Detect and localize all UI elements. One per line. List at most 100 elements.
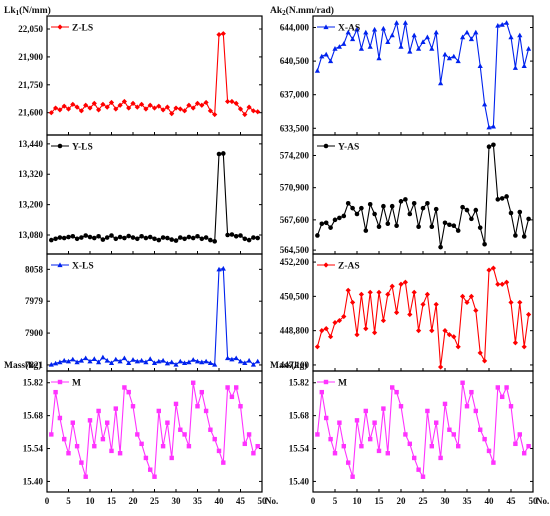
- left-panel-1: 13,080 13,200 13,320 13,440 Y-LS: [18, 134, 263, 255]
- data-point: [164, 104, 170, 110]
- data-point: [83, 233, 88, 238]
- data-point: [381, 203, 386, 209]
- data-point: [57, 235, 63, 240]
- data-point: [438, 80, 444, 86]
- data-point: [221, 460, 226, 465]
- data-point: [186, 234, 192, 240]
- data-point: [358, 46, 364, 51]
- data-point: [315, 233, 320, 238]
- data-point: [499, 394, 505, 400]
- data-point: [464, 404, 470, 409]
- data-point: [438, 244, 443, 250]
- data-point: [65, 106, 72, 112]
- data-point: [513, 441, 518, 447]
- data-point: [363, 408, 369, 414]
- data-point: [182, 108, 188, 114]
- data-point: [508, 299, 514, 306]
- data-point: [358, 291, 364, 297]
- data-point: [66, 234, 71, 240]
- x-tick-label: 5: [66, 496, 71, 506]
- data-point: [229, 232, 235, 237]
- data-point: [394, 309, 400, 316]
- data-point: [109, 233, 114, 238]
- data-point: [117, 102, 123, 108]
- y-tick-label: 15.82: [23, 378, 44, 388]
- data-point: [190, 235, 196, 241]
- data-point: [504, 385, 509, 390]
- data-point: [160, 357, 166, 363]
- data-point: [100, 101, 106, 107]
- data-point: [429, 328, 435, 334]
- y-axis-label: Ak2(N.mm/rad): [270, 5, 334, 17]
- y-tick-label: 22,050: [18, 24, 43, 34]
- data-point: [61, 103, 67, 109]
- data-point: [186, 102, 192, 108]
- data-point: [407, 441, 413, 447]
- data-point: [255, 443, 260, 449]
- x-tick-label: 45: [236, 496, 246, 506]
- data-point: [87, 105, 93, 111]
- data-point: [66, 451, 71, 456]
- x-tick-label: 10: [353, 496, 363, 506]
- data-point: [438, 364, 444, 370]
- data-point: [460, 380, 465, 385]
- data-point: [491, 460, 496, 465]
- data-point: [203, 358, 209, 364]
- data-point: [473, 408, 479, 414]
- data-point: [455, 443, 461, 449]
- data-point: [61, 235, 67, 241]
- data-point: [173, 105, 179, 111]
- data-point: [238, 404, 243, 409]
- data-point: [87, 418, 93, 423]
- x-tick-label: 45: [507, 496, 517, 506]
- y-tick-label: 570,900: [280, 183, 310, 193]
- y-tick-label: 13,320: [18, 169, 43, 179]
- data-point: [61, 436, 67, 442]
- plot-frame: [46, 134, 263, 255]
- data-point: [178, 427, 183, 432]
- data-point: [225, 232, 230, 238]
- data-point: [212, 239, 217, 244]
- data-point: [332, 46, 338, 51]
- y-tick-label: 15.82: [289, 378, 310, 388]
- data-point: [156, 408, 162, 414]
- data-point: [442, 328, 448, 334]
- data-point: [121, 355, 127, 361]
- y-tick-label: 450,500: [280, 291, 310, 301]
- y-tick-label: 15.54: [289, 444, 310, 454]
- data-point: [315, 432, 320, 437]
- data-point: [367, 201, 373, 207]
- data-point: [74, 104, 80, 110]
- data-point: [451, 334, 457, 340]
- data-point: [117, 234, 123, 240]
- plot-frame: [46, 15, 263, 136]
- data-point: [203, 235, 209, 240]
- data-point: [113, 106, 119, 112]
- data-point: [446, 332, 452, 338]
- data-point: [314, 344, 320, 350]
- data-point: [407, 48, 413, 54]
- data-point: [429, 46, 435, 51]
- data-point: [242, 360, 248, 366]
- data-point: [442, 401, 448, 407]
- data-point: [517, 299, 523, 306]
- legend-label: M: [338, 379, 347, 389]
- x-tick-label: 35: [193, 496, 203, 506]
- data-point: [486, 267, 492, 273]
- data-point: [477, 427, 483, 432]
- data-point: [521, 234, 527, 239]
- data-point: [113, 236, 119, 242]
- data-point: [130, 100, 136, 106]
- data-point: [424, 34, 430, 40]
- data-point: [403, 432, 408, 437]
- data-point: [194, 358, 201, 364]
- data-point: [242, 111, 248, 118]
- data-point: [255, 358, 261, 364]
- series-line: [51, 152, 258, 243]
- legend-marker: [323, 262, 329, 268]
- data-point: [394, 20, 400, 25]
- data-point: [508, 404, 514, 409]
- data-point: [411, 200, 417, 206]
- data-point: [367, 289, 373, 295]
- data-point: [216, 31, 222, 38]
